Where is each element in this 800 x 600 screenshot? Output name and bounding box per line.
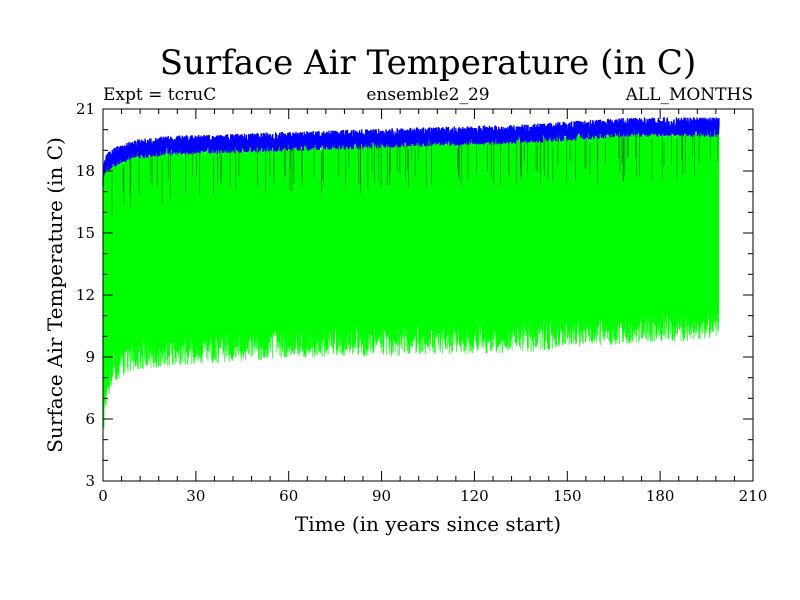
x-tick-label: 120: [460, 487, 489, 505]
y-tick-label: 3: [85, 472, 95, 490]
x-tick-label: 180: [646, 487, 675, 505]
series-dips: [111, 128, 719, 215]
subtitle-experiment: Expt = tcruC: [103, 85, 216, 105]
series-green-band: [102, 125, 720, 429]
subtitle-months: ALL_MONTHS: [625, 85, 753, 105]
y-tick-label: 21: [76, 100, 95, 118]
y-tick-label: 12: [76, 286, 95, 304]
subtitle-ensemble: ensemble2_29: [366, 85, 489, 105]
y-tick-label: 9: [85, 348, 95, 366]
x-tick-label: 90: [372, 487, 391, 505]
y-tick-label: 15: [76, 224, 95, 242]
y-axis-label: Surface Air Temperature (in C): [43, 137, 67, 453]
x-tick-label: 60: [279, 487, 298, 505]
x-tick-label: 30: [186, 487, 205, 505]
axis-ticks: 0 30 60 90 120 150 180 210 3 6 9 12 15 18 21: [76, 100, 767, 505]
x-tick-label: 210: [739, 487, 768, 505]
x-axis-label: Time (in years since start): [295, 512, 561, 536]
x-tick-label: 0: [98, 487, 108, 505]
y-tick-label: 6: [85, 410, 95, 428]
y-tick-label: 18: [76, 162, 95, 180]
chart-title: Surface Air Temperature (in C): [160, 43, 696, 83]
x-tick-label: 150: [553, 487, 582, 505]
plot-data: [102, 117, 720, 429]
